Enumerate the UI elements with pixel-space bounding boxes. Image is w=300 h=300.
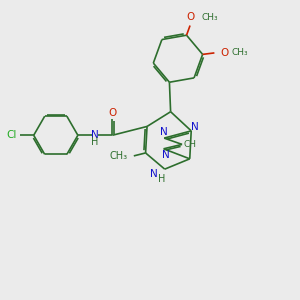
Text: O: O bbox=[186, 12, 194, 22]
Text: N: N bbox=[160, 127, 168, 136]
Text: H: H bbox=[158, 174, 166, 184]
Text: N: N bbox=[91, 130, 98, 140]
Text: CH₃: CH₃ bbox=[109, 151, 127, 161]
Text: CH₃: CH₃ bbox=[201, 13, 218, 22]
Text: N: N bbox=[151, 169, 158, 178]
Text: Cl: Cl bbox=[7, 130, 17, 140]
Text: N: N bbox=[162, 150, 170, 160]
Text: H: H bbox=[91, 137, 98, 147]
Text: CH₃: CH₃ bbox=[231, 48, 248, 57]
Text: O: O bbox=[220, 48, 229, 58]
Text: N: N bbox=[191, 122, 199, 132]
Text: CH: CH bbox=[184, 140, 197, 149]
Text: O: O bbox=[108, 108, 116, 118]
